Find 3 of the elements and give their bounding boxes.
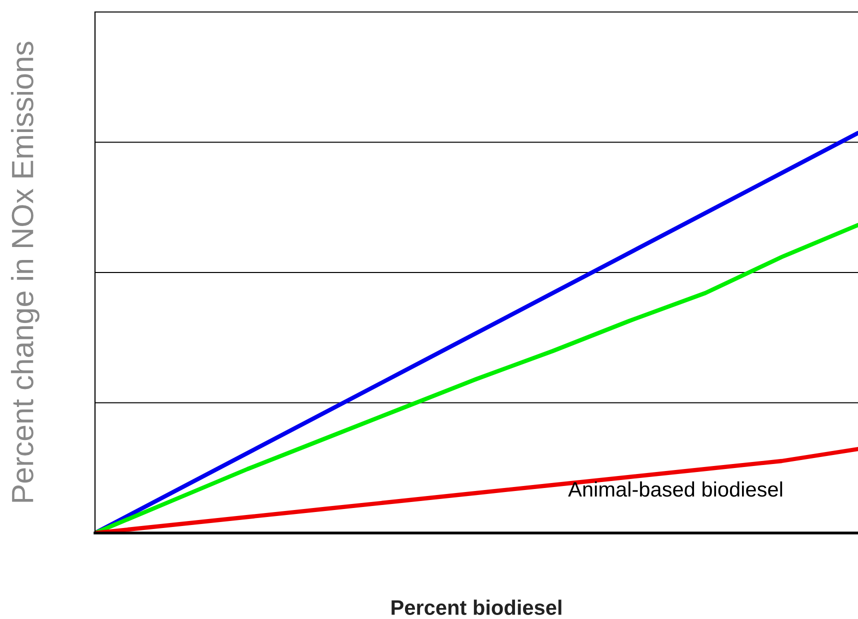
x-axis-title: Percent biodiesel	[392, 600, 562, 615]
annotation: Animal-based biodiesel	[568, 481, 782, 497]
y-axis-title: Percent change in NOx Emissions	[10, 42, 40, 502]
